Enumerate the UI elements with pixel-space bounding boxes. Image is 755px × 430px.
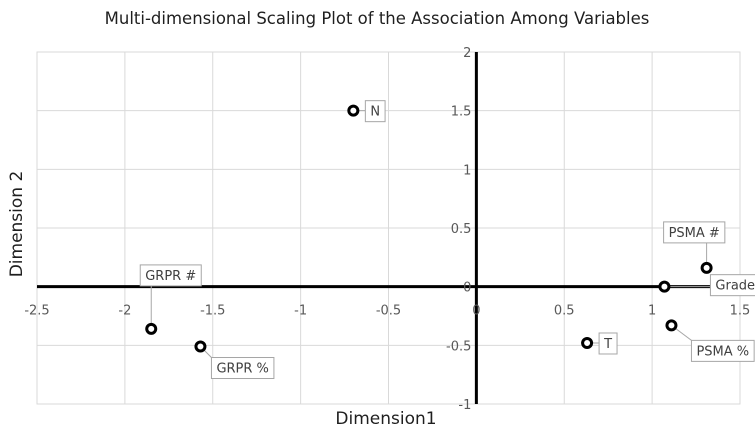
point-label-text: T <box>603 337 612 352</box>
data-point <box>194 340 207 353</box>
tick-labels: -2.5 -2 -1.5 -1 -0.5 0 0.5 1 1.5 -1 -0.5 0 0.5 1 1.5 2 <box>24 46 750 413</box>
point-label-text: PSMA % <box>696 344 749 359</box>
point-label-text: N <box>370 105 380 120</box>
axes <box>37 52 740 404</box>
point-label: Grade <box>709 274 755 297</box>
point-label-text: GRPR % <box>216 362 268 377</box>
y-tick-label: -0.5 <box>446 339 471 354</box>
data-point <box>658 280 671 293</box>
point-label-box <box>364 100 386 123</box>
point-label-box <box>139 264 202 287</box>
data-point <box>145 322 158 335</box>
y-tick-label: 2 <box>463 46 471 61</box>
point-label-box <box>663 221 726 244</box>
label-leaders <box>150 110 711 358</box>
point-label-text: PSMA # <box>669 226 720 241</box>
x-tick-label: -1.5 <box>200 304 225 319</box>
y-tick-label: 1 <box>463 163 471 178</box>
point-label-text: GRPR # <box>145 269 196 284</box>
x-tick-label: -0.5 <box>376 304 401 319</box>
y-axis-title: Dimension 2 <box>7 171 27 278</box>
x-tick-label: -2 <box>118 304 131 319</box>
point-label: N <box>364 100 386 123</box>
x-tick-label: 0.5 <box>554 304 575 319</box>
x-tick-label: -2.5 <box>24 304 49 319</box>
y-tick-label: -1 <box>458 398 471 413</box>
point-label-box <box>709 274 755 297</box>
point-label: PSMA % <box>690 339 755 362</box>
x-tick-label: 1.5 <box>730 304 751 319</box>
grid-lines <box>36 51 741 405</box>
point-label: GRPR % <box>210 357 275 380</box>
y-tick-label: 1.5 <box>451 105 472 120</box>
point-label-box <box>210 357 275 380</box>
x-tick-label: -1 <box>294 304 307 319</box>
point-label: GRPR # <box>139 264 202 287</box>
point-label-box <box>690 339 755 362</box>
x-tick-label: 1 <box>648 304 656 319</box>
data-points <box>145 104 713 353</box>
x-axis-title: Dimension1 <box>335 409 436 429</box>
point-labels: N GRPR # GRPR % T Grade PSMA # PSMA % <box>139 100 755 380</box>
x-tick-label: 0 <box>472 304 480 319</box>
y-tick-label: 0.5 <box>451 222 472 237</box>
point-label-text: Grade <box>715 279 755 294</box>
y-tick-label: 0 <box>463 281 471 296</box>
point-label: T <box>598 332 618 355</box>
data-point <box>700 261 713 274</box>
data-point <box>581 336 594 349</box>
data-point <box>665 319 678 332</box>
point-label: PSMA # <box>663 221 726 244</box>
point-label-box <box>598 332 618 355</box>
chart-title: Multi-dimensional Scaling Plot of the As… <box>105 9 650 28</box>
data-point <box>347 104 360 117</box>
